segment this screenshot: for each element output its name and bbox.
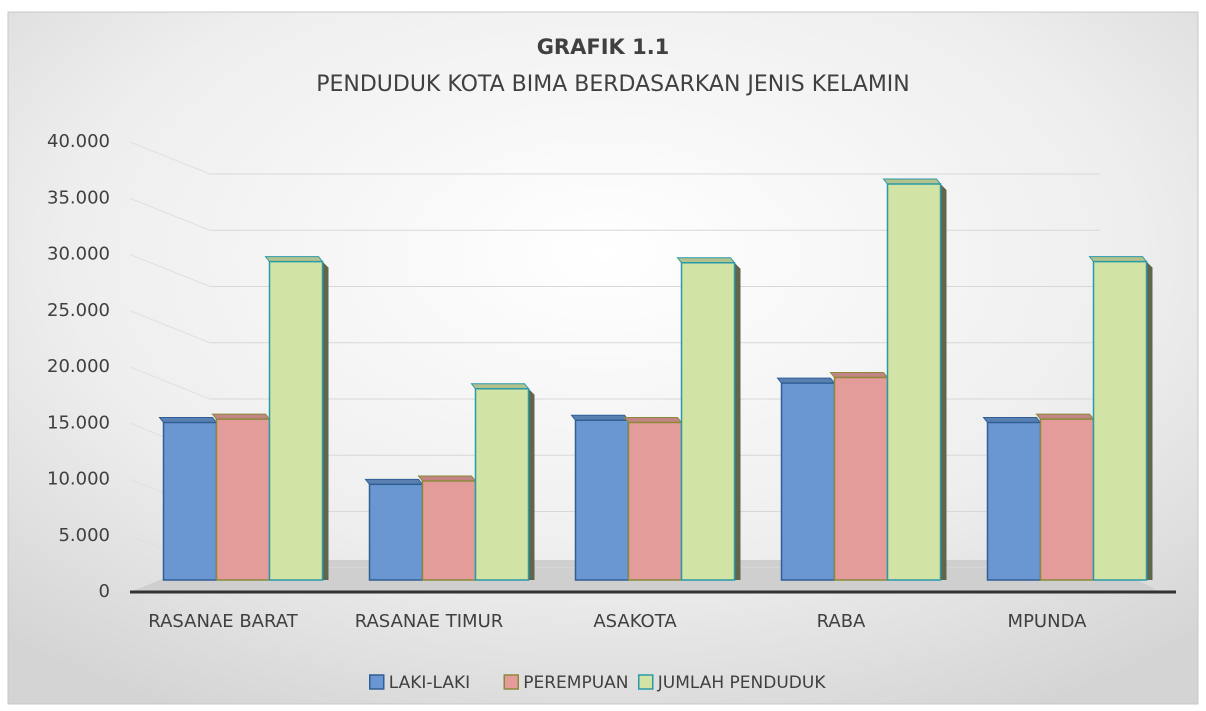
- bar: [215, 418, 271, 581]
- y-tick-label: 5.000: [58, 525, 110, 546]
- legend-swatch: [369, 674, 385, 690]
- x-tick-label: RASANAE BARAT: [148, 611, 298, 632]
- bar: [986, 421, 1042, 581]
- bar: [421, 480, 477, 581]
- bar: [780, 382, 836, 581]
- y-tick-label: 35.000: [47, 187, 110, 208]
- legend-label: PEREMPUAN: [523, 673, 628, 693]
- bar: [268, 260, 324, 581]
- y-tick-label: 10.000: [47, 469, 110, 490]
- y-tick-label: 0: [99, 581, 110, 602]
- chart-title: GRAFIK 1.1: [537, 35, 670, 59]
- y-tick-label: 20.000: [47, 356, 110, 377]
- legend-swatch: [638, 674, 654, 690]
- chart-background: [7, 11, 1199, 705]
- bar-side: [322, 261, 329, 580]
- legend-swatch: [503, 674, 519, 690]
- grid-line: [129, 310, 211, 344]
- legend-label: LAKI-LAKI: [389, 673, 470, 693]
- bar-side: [940, 184, 947, 580]
- bar: [1039, 418, 1095, 581]
- grid-line: [129, 366, 211, 400]
- bar-side: [1146, 261, 1153, 580]
- bar: [627, 421, 683, 581]
- x-tick-label: ASAKOTA: [593, 611, 677, 632]
- bar: [680, 262, 736, 581]
- bar: [886, 183, 942, 581]
- bar-side: [528, 388, 535, 580]
- y-tick-label: 40.000: [47, 131, 110, 152]
- bar: [833, 376, 889, 581]
- bar: [1092, 260, 1148, 581]
- legend-label: JUMLAH PENDUDUK: [657, 673, 827, 693]
- grid-line: [129, 254, 211, 287]
- bar: [162, 421, 218, 581]
- chart-subtitle: PENDUDUK KOTA BIMA BERDASARKAN JENIS KEL…: [316, 72, 910, 97]
- bar-side: [734, 262, 741, 580]
- bar: [574, 419, 630, 581]
- y-tick-label: 15.000: [47, 412, 110, 433]
- x-tick-label: MPUNDA: [1008, 611, 1088, 632]
- x-tick-label: RASANAE TIMUR: [355, 611, 504, 632]
- y-tick-label: 25.000: [47, 300, 110, 321]
- bar: [368, 483, 424, 581]
- bar: [474, 388, 530, 581]
- y-tick-label: 30.000: [47, 244, 110, 265]
- x-tick-label: RABA: [817, 611, 866, 632]
- grid-line: [129, 141, 211, 175]
- grid-line: [129, 197, 211, 231]
